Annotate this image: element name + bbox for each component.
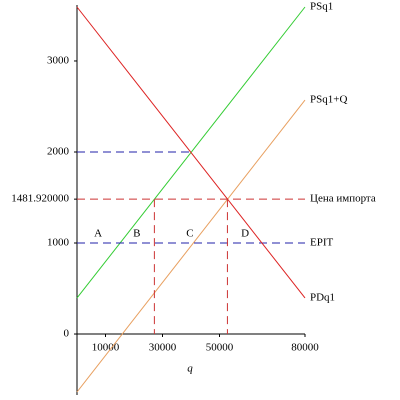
series-line <box>76 6 306 299</box>
x-tick-label: 10000 <box>92 342 120 354</box>
y-tick-label: 3000 <box>47 55 70 67</box>
series-label: PSq1+Q <box>310 94 347 106</box>
y-tick-label: 0 <box>64 328 70 340</box>
region-label: C <box>186 228 193 240</box>
series-label: EPIT <box>310 237 334 249</box>
y-tick-label: 1000 <box>47 237 70 249</box>
y-tick-label: 2000 <box>47 146 70 158</box>
series-line <box>76 99 306 393</box>
series-label: PSq1 <box>310 1 333 13</box>
y-tick-label: 1481.920000 <box>11 193 69 205</box>
x-axis-label: q <box>187 363 193 375</box>
region-label: B <box>133 228 140 240</box>
series-label: Цена импорта <box>310 193 376 205</box>
x-tick-label: 30000 <box>149 342 177 354</box>
series-label: PDq1 <box>310 292 335 304</box>
region-label: A <box>94 228 102 240</box>
x-tick-label: 50000 <box>206 342 234 354</box>
x-tick-label: 80000 <box>291 342 319 354</box>
region-label: D <box>241 228 249 240</box>
